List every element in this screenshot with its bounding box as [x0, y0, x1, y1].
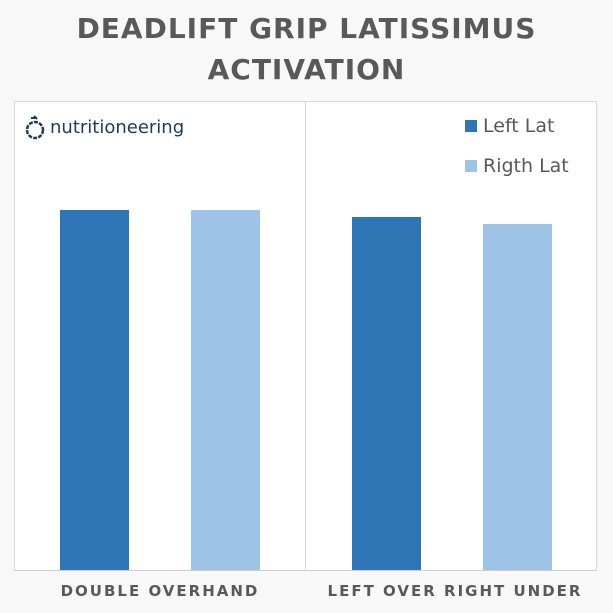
- legend-item-left-lat: Left Lat: [465, 115, 554, 137]
- legend-label: Rigth Lat: [483, 155, 569, 177]
- bar-right-lat-double-overhand: [191, 210, 260, 570]
- bar-right-lat-mixed: [483, 224, 552, 570]
- chart-title: DEADLIFT GRIP LATISSIMUS ACTIVATION: [76, 12, 537, 86]
- logo: nutritioneering: [24, 114, 184, 140]
- bar-left-lat-double-overhand: [60, 210, 129, 570]
- legend-swatch-left: [465, 120, 477, 132]
- apple-icon: [25, 115, 45, 140]
- legend-label: Left Lat: [483, 115, 555, 137]
- panel-left-over-right-under: [305, 101, 597, 571]
- category-label-left-over-right-under: LEFT OVER RIGHT UNDER: [327, 582, 583, 600]
- logo-text: nutritioneering: [50, 116, 185, 138]
- panel-double-overhand: [14, 101, 306, 571]
- category-label-double-overhand: DOUBLE OVERHAND: [60, 582, 260, 600]
- legend-item-right-lat: Rigth Lat: [465, 155, 569, 177]
- legend-swatch-right: [465, 160, 477, 172]
- bar-left-lat-mixed: [352, 217, 421, 570]
